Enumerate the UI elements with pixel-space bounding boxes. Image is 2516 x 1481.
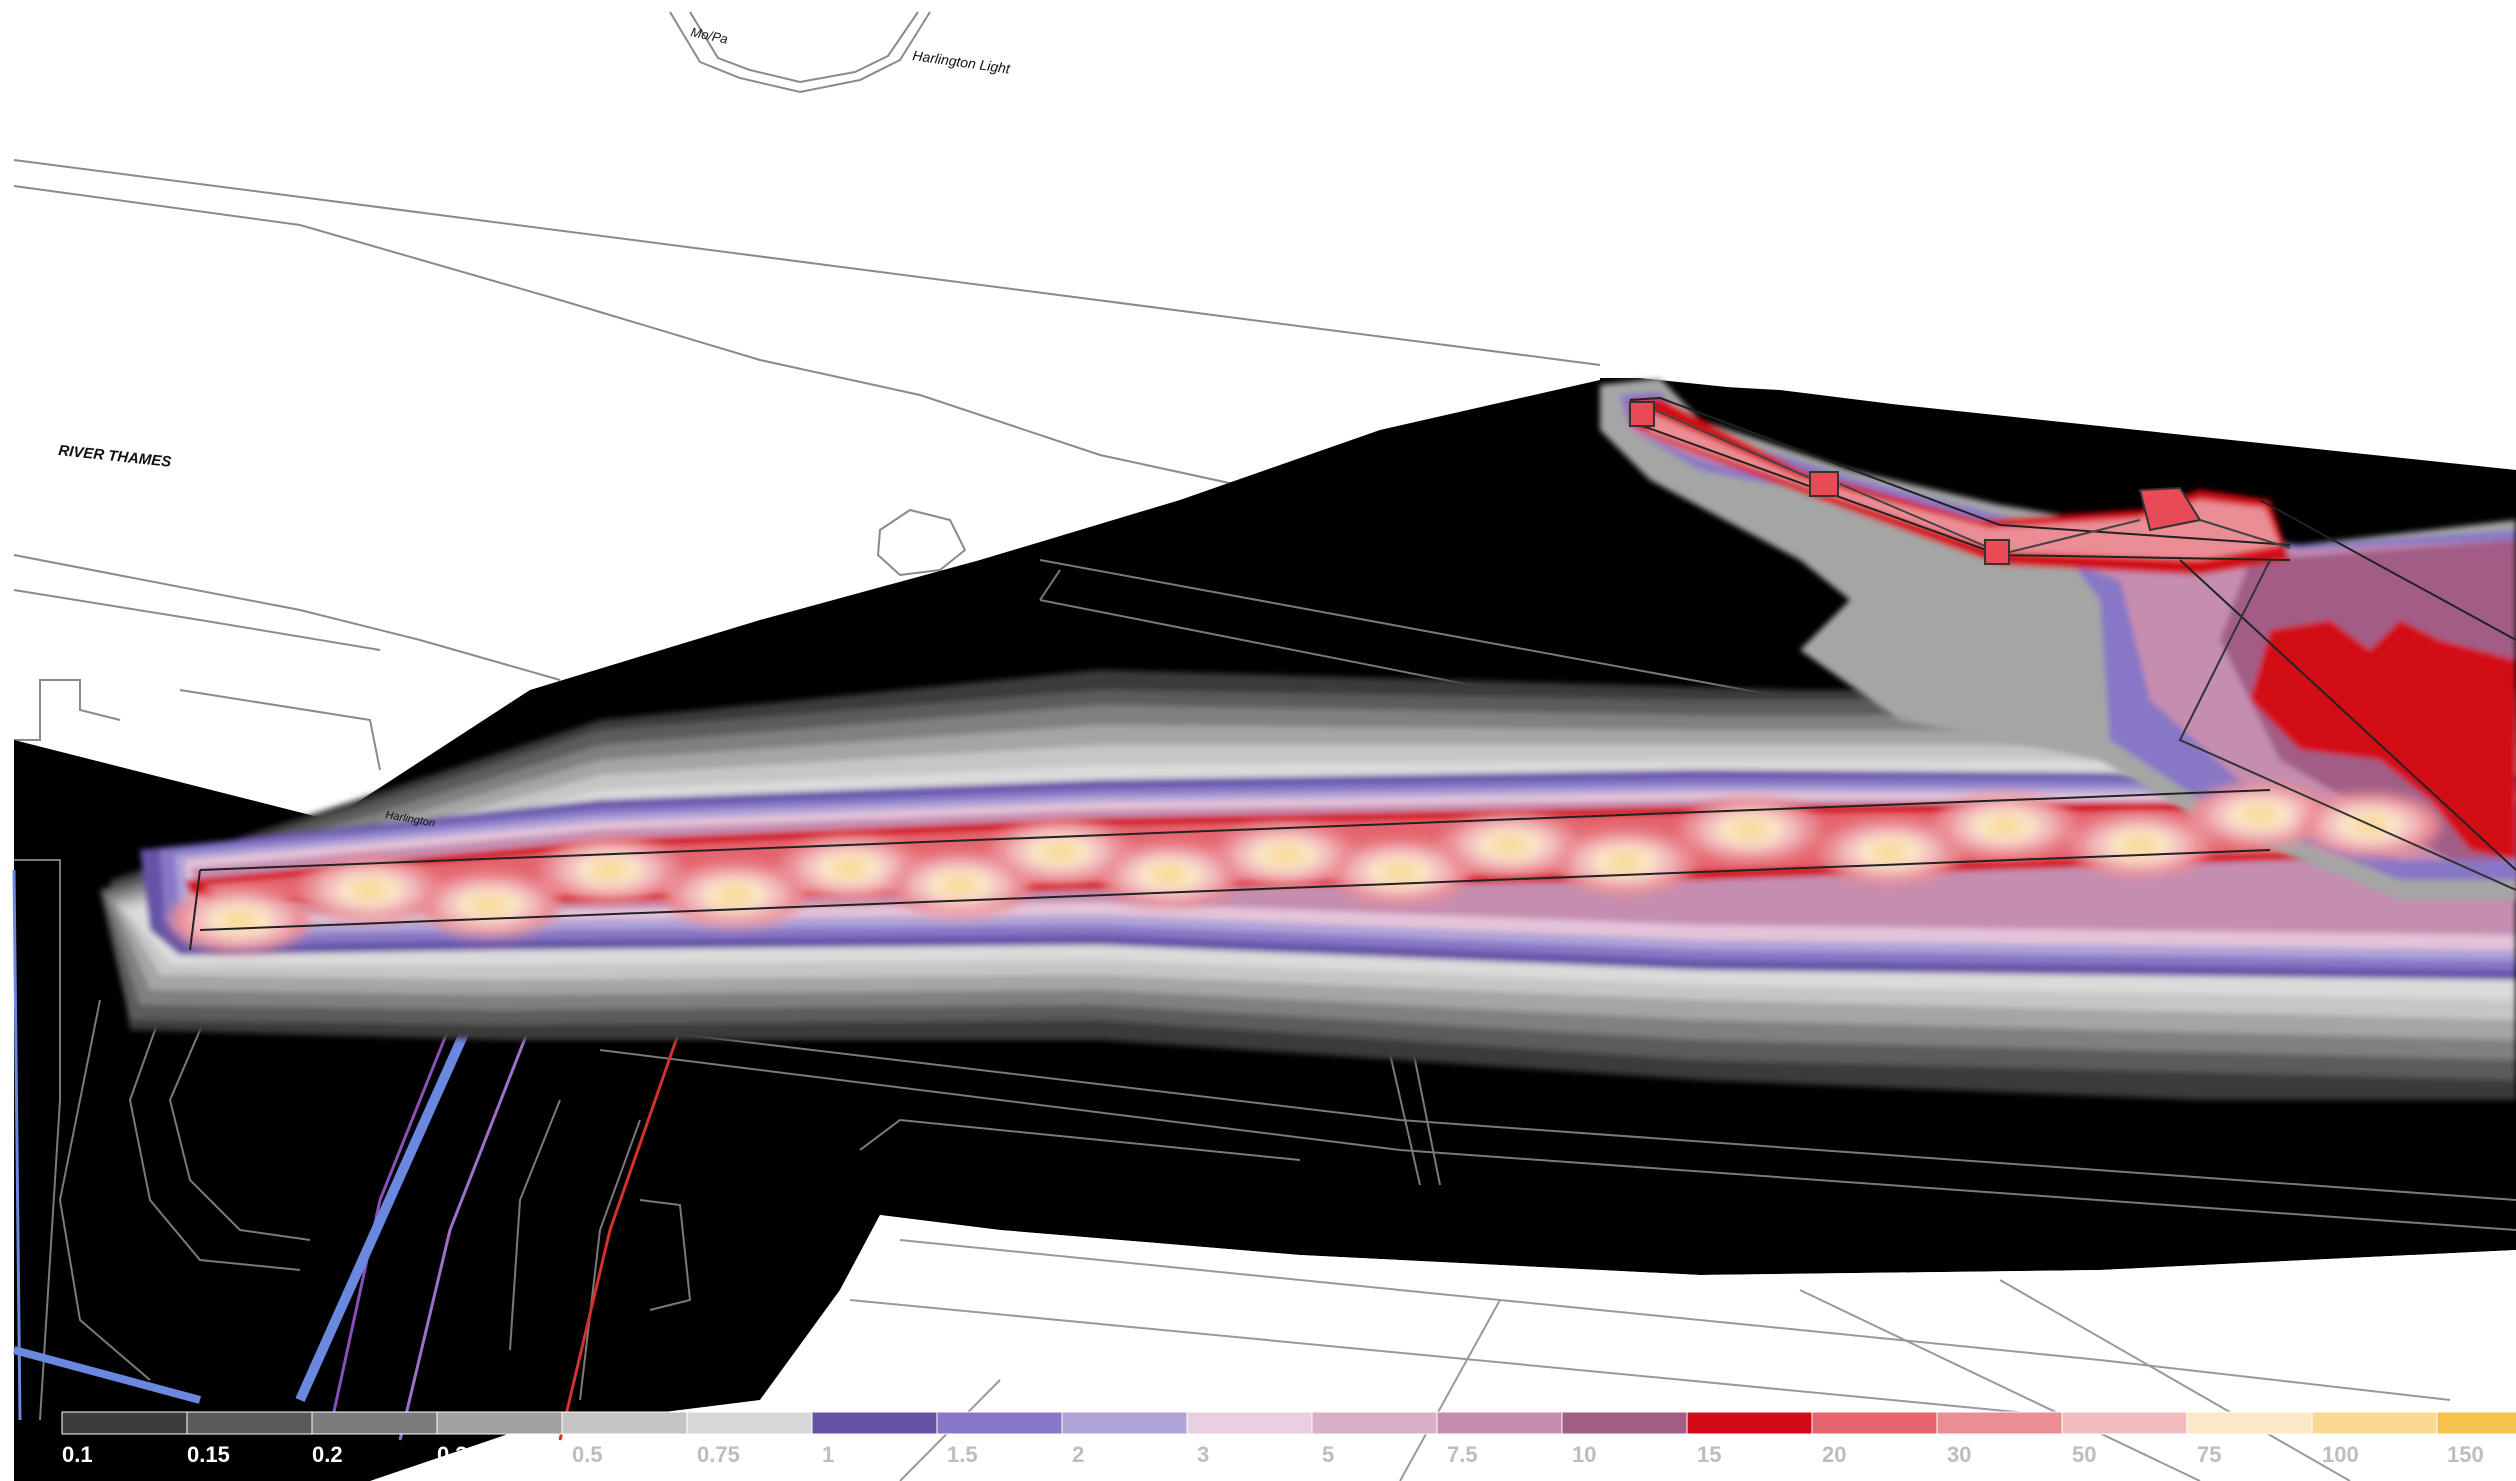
legend-value: 100 xyxy=(2322,1442,2359,1467)
label-river-thames: RIVER THAMES xyxy=(58,442,172,471)
legend-swatch xyxy=(186,1411,313,1435)
hotspot-ring xyxy=(1987,817,2023,835)
legend-value: 10 xyxy=(1572,1442,1596,1467)
pier-contours xyxy=(1600,378,2516,900)
legend-swatch xyxy=(1311,1411,1438,1435)
legend-value: 50 xyxy=(2072,1442,2096,1467)
legend-value: 0.75 xyxy=(697,1442,740,1467)
hotspot-ring xyxy=(592,861,628,879)
legend-swatch xyxy=(436,1411,563,1435)
legend-swatch xyxy=(311,1411,438,1435)
legend-swatch xyxy=(686,1411,813,1435)
legend-swatch xyxy=(2436,1411,2516,1435)
hotspot-ring xyxy=(1042,843,1078,861)
pier-walkway-light xyxy=(1640,408,2280,560)
legend-swatch xyxy=(561,1411,688,1435)
hotspot-ring xyxy=(352,881,388,899)
pier-band-red xyxy=(2250,620,2516,860)
legend-swatch xyxy=(1186,1411,1313,1435)
legend-value: 0.3 xyxy=(437,1442,468,1467)
plan-linework-bottom xyxy=(849,1239,2451,1481)
hotspot-ring xyxy=(2242,806,2278,824)
legend-value: 3 xyxy=(1197,1442,1209,1467)
legend-swatch xyxy=(1811,1411,1938,1435)
legend: 0.1 0.15 0.2 0.3 0.5 0.75 1 1.5 2 3 5 7.5 10 15 20 30 50… xyxy=(61,1411,2516,1467)
legend-swatch xyxy=(936,1411,1063,1435)
hotspot-ring xyxy=(1607,853,1643,871)
legend-swatch xyxy=(1686,1411,1813,1435)
hotspot-ring xyxy=(1492,836,1528,854)
hotspot-ring xyxy=(1267,846,1303,864)
legend-swatch xyxy=(1061,1411,1188,1435)
legend-value: 150 xyxy=(2447,1442,2484,1467)
hotspot-ring xyxy=(472,896,508,914)
hotspot-ring xyxy=(832,859,868,877)
legend-value: 1 xyxy=(822,1442,834,1467)
dark-zone-upper xyxy=(1600,378,2516,520)
legend-swatch xyxy=(61,1411,188,1435)
legend-value: 0.5 xyxy=(572,1442,603,1467)
pier-structures xyxy=(1629,401,2291,565)
legend-swatch xyxy=(1936,1411,2063,1435)
legend-value: 0.2 xyxy=(312,1442,343,1467)
pier-boundary xyxy=(2178,559,2516,891)
hotspot-ring xyxy=(1382,863,1418,881)
legend-value: 7.5 xyxy=(1447,1442,1478,1467)
legend-swatch xyxy=(2061,1411,2188,1435)
plan-linework-upper xyxy=(13,11,1601,771)
legend-swatch xyxy=(2186,1411,2313,1435)
legend-swatch xyxy=(2311,1411,2438,1435)
legend-swatch xyxy=(1561,1411,1688,1435)
hotspot-ring xyxy=(1872,843,1908,861)
hotspot-ring xyxy=(1152,866,1188,884)
legend-value: 0.15 xyxy=(187,1442,230,1467)
legend-value: 20 xyxy=(1822,1442,1846,1467)
legend-swatch xyxy=(811,1411,938,1435)
hotspot-ring xyxy=(1732,821,1768,839)
legend-value: 5 xyxy=(1322,1442,1334,1467)
legend-value: 1.5 xyxy=(947,1442,978,1467)
hotspot-ring xyxy=(222,911,258,929)
hotspot-ring xyxy=(2122,836,2158,854)
legend-swatch xyxy=(1436,1411,1563,1435)
luminaire-hotspots xyxy=(170,783,2440,952)
walkway-outline xyxy=(189,396,2516,951)
hotspot-ring xyxy=(942,876,978,894)
legend-value: 15 xyxy=(1697,1442,1721,1467)
legend-value: 75 xyxy=(2197,1442,2221,1467)
legend-value: 0.1 xyxy=(62,1442,93,1467)
legend-value: 2 xyxy=(1072,1442,1084,1467)
label-harlington-light: Harlington Light xyxy=(912,47,1012,77)
hotspot-ring xyxy=(717,886,753,904)
legend-value: 30 xyxy=(1947,1442,1971,1467)
